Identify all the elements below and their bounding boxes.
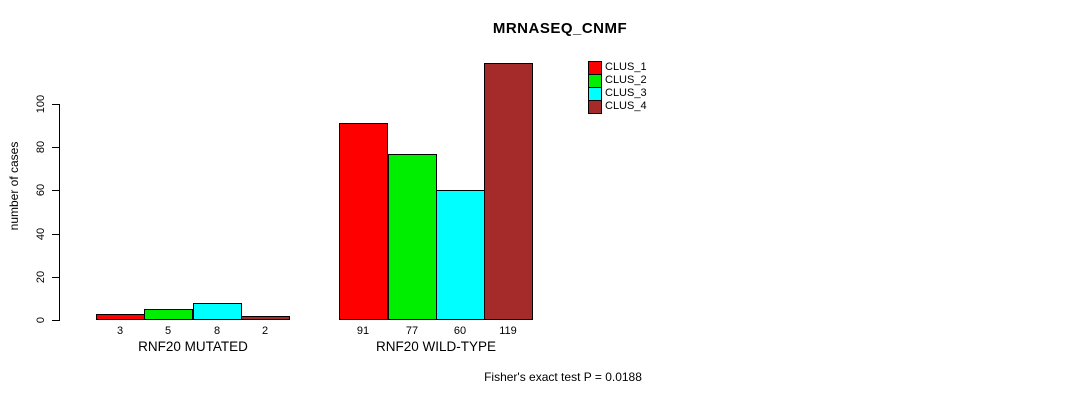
y-axis-tick	[52, 104, 59, 105]
bar-value-label: 60	[453, 325, 467, 337]
bar-value-label: 91	[356, 325, 370, 337]
bar-clus_3-group2	[436, 190, 485, 320]
legend-item-clus_1: CLUS_1	[588, 61, 668, 75]
fisher-test-annotation: Fisher's exact test P = 0.0188	[484, 370, 642, 384]
chart-title: MRNASEQ_CNMF	[492, 20, 628, 37]
bar-clus_1-group2	[339, 123, 388, 320]
bar-clus_4-group1	[241, 316, 290, 320]
legend-label: CLUS_2	[605, 74, 647, 87]
bar-clus_4-group2	[484, 63, 533, 320]
x-axis-group-label: RNF20 WILD-TYPE	[375, 339, 497, 354]
bar-clus_1-group1	[96, 314, 145, 320]
y-axis-tick	[52, 147, 59, 148]
legend-item-clus_4: CLUS_4	[588, 100, 668, 115]
y-tick-label: 40	[35, 227, 47, 241]
legend-swatch-icon	[588, 61, 602, 75]
legend-swatch-icon	[588, 87, 602, 102]
y-axis-tick	[52, 277, 59, 278]
y-axis-tick	[52, 190, 59, 191]
y-axis-line	[59, 104, 60, 321]
y-tick-label: 100	[35, 94, 47, 114]
y-axis-label: number of cases	[7, 141, 21, 231]
bar-clus_2-group1	[144, 309, 193, 320]
bar-clus_3-group1	[193, 303, 242, 320]
legend-label: CLUS_4	[605, 100, 647, 113]
bar-value-label: 77	[405, 325, 419, 337]
bar-value-label: 3	[116, 325, 124, 337]
legend-label: CLUS_1	[605, 61, 647, 73]
y-tick-label: 60	[35, 183, 47, 197]
y-axis-tick	[52, 234, 59, 235]
y-tick-label: 0	[35, 316, 47, 324]
bar-value-label: 119	[499, 325, 517, 337]
bar-value-label: 5	[164, 325, 172, 337]
bar-clus_2-group2	[388, 154, 437, 320]
y-tick-label: 20	[35, 270, 47, 284]
legend-label: CLUS_3	[605, 87, 647, 100]
legend-item-clus_3: CLUS_3	[588, 87, 668, 102]
legend-swatch-icon	[588, 74, 602, 89]
x-axis-group-label: RNF20 MUTATED	[138, 339, 248, 354]
legend-swatch-icon	[588, 100, 602, 115]
y-tick-label: 80	[35, 140, 47, 154]
legend-item-clus_2: CLUS_2	[588, 74, 668, 89]
y-axis-tick	[52, 320, 59, 321]
bar-value-label: 8	[213, 325, 221, 337]
bar-value-label: 2	[261, 325, 269, 337]
